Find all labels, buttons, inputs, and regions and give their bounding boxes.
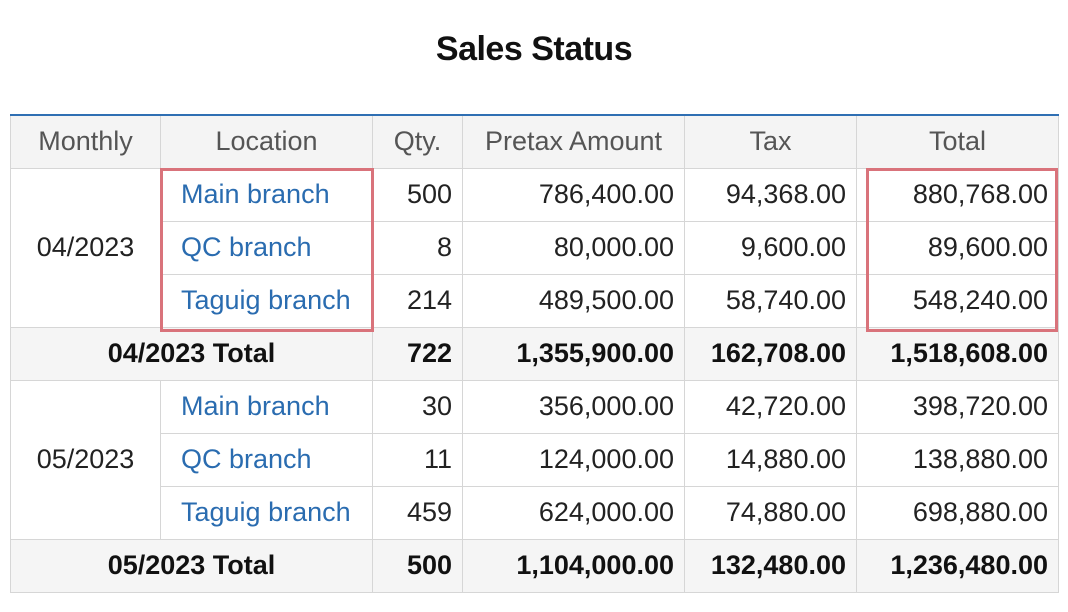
sales-status-table: Monthly Location Qty. Pretax Amount Tax … <box>10 114 1059 593</box>
total-cell: 880,768.00 <box>856 167 1059 222</box>
qty-cell: 30 <box>372 379 463 434</box>
tax-cell: 74,880.00 <box>684 485 857 540</box>
table-row: Taguig branch 459 624,000.00 74,880.00 6… <box>11 485 1059 540</box>
location-link[interactable]: Main branch <box>160 379 373 434</box>
subtotal-total: 1,236,480.00 <box>856 538 1059 593</box>
table-row: 05/2023 Main branch 30 356,000.00 42,720… <box>10 379 1059 540</box>
tax-cell: 14,880.00 <box>684 432 857 487</box>
tax-cell: 58,740.00 <box>684 273 857 328</box>
tax-cell: 42,720.00 <box>684 379 857 434</box>
location-link[interactable]: Taguig branch <box>160 485 373 540</box>
location-link[interactable]: QC branch <box>160 220 373 275</box>
total-cell: 698,880.00 <box>856 485 1059 540</box>
total-cell: 89,600.00 <box>856 220 1059 275</box>
sales-table-container: Monthly Location Qty. Pretax Amount Tax … <box>10 114 1059 593</box>
table-row: QC branch 8 80,000.00 9,600.00 89,600.00 <box>11 220 1059 275</box>
total-cell: 138,880.00 <box>856 432 1059 487</box>
header-qty: Qty. <box>372 114 463 169</box>
subtotal-qty: 722 <box>372 326 463 381</box>
subtotal-row: 04/2023 Total 722 1,355,900.00 162,708.0… <box>10 326 1059 381</box>
total-cell: 398,720.00 <box>856 379 1059 434</box>
header-total: Total <box>856 114 1059 169</box>
subtotal-label: 05/2023 Total <box>10 538 373 593</box>
pretax-cell: 80,000.00 <box>462 220 685 275</box>
subtotal-row: 05/2023 Total 500 1,104,000.00 132,480.0… <box>10 538 1059 593</box>
pretax-cell: 124,000.00 <box>462 432 685 487</box>
qty-cell: 214 <box>372 273 463 328</box>
subtotal-label: 04/2023 Total <box>10 326 373 381</box>
pretax-cell: 489,500.00 <box>462 273 685 328</box>
subtotal-qty: 500 <box>372 538 463 593</box>
table-row: 04/2023 Main branch 500 786,400.00 94,36… <box>10 167 1059 328</box>
header-monthly: Monthly <box>10 114 161 169</box>
table-header-row: Monthly Location Qty. Pretax Amount Tax … <box>10 114 1059 169</box>
month-cell: 05/2023 <box>10 379 161 540</box>
header-tax: Tax <box>684 114 857 169</box>
location-link[interactable]: Taguig branch <box>160 273 373 328</box>
qty-cell: 8 <box>372 220 463 275</box>
table-row: Taguig branch 214 489,500.00 58,740.00 5… <box>11 273 1059 328</box>
table-row: QC branch 11 124,000.00 14,880.00 138,88… <box>11 432 1059 487</box>
tax-cell: 9,600.00 <box>684 220 857 275</box>
pretax-cell: 624,000.00 <box>462 485 685 540</box>
tax-cell: 94,368.00 <box>684 167 857 222</box>
month-cell: 04/2023 <box>10 167 161 328</box>
qty-cell: 500 <box>372 167 463 222</box>
subtotal-pretax: 1,104,000.00 <box>462 538 685 593</box>
subtotal-total: 1,518,608.00 <box>856 326 1059 381</box>
total-cell: 548,240.00 <box>856 273 1059 328</box>
header-location: Location <box>160 114 373 169</box>
qty-cell: 459 <box>372 485 463 540</box>
subtotal-tax: 132,480.00 <box>684 538 857 593</box>
subtotal-tax: 162,708.00 <box>684 326 857 381</box>
page-title: Sales Status <box>435 30 633 68</box>
subtotal-pretax: 1,355,900.00 <box>462 326 685 381</box>
location-link[interactable]: Main branch <box>160 167 373 222</box>
qty-cell: 11 <box>372 432 463 487</box>
pretax-cell: 356,000.00 <box>462 379 685 434</box>
header-pretax-amount: Pretax Amount <box>462 114 685 169</box>
location-link[interactable]: QC branch <box>160 432 373 487</box>
pretax-cell: 786,400.00 <box>462 167 685 222</box>
